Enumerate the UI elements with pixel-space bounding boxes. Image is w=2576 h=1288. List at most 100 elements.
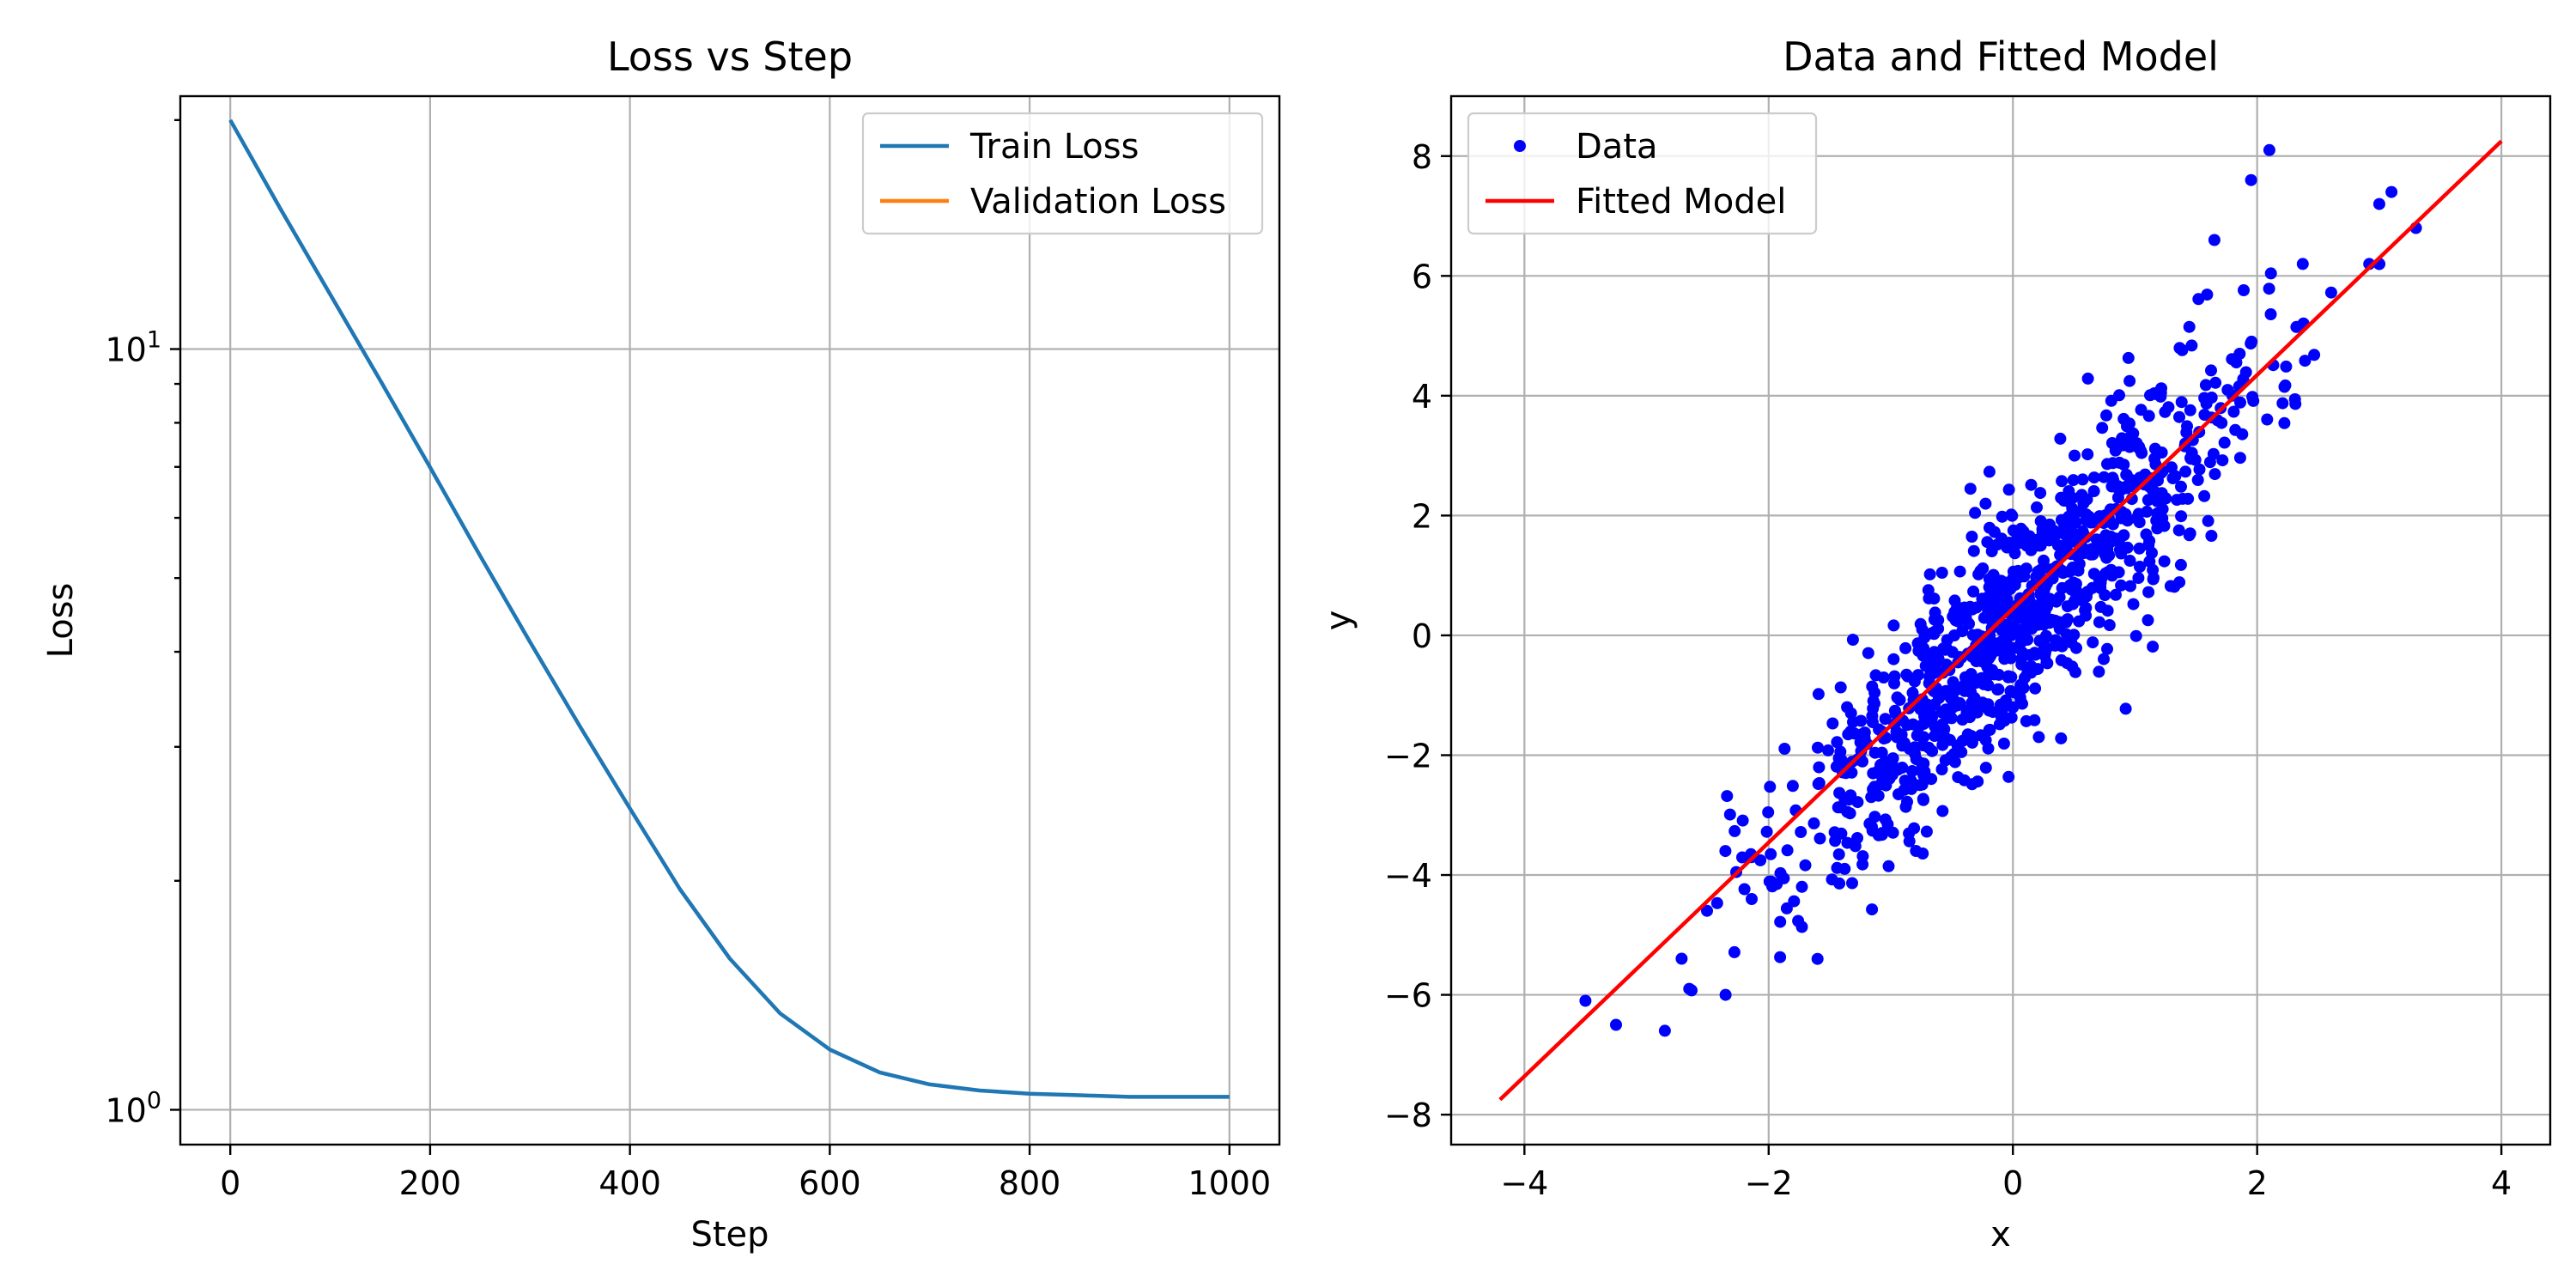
data-point	[2221, 384, 2234, 397]
data-point	[2098, 653, 2110, 665]
data-point	[1899, 641, 1912, 654]
series-line-train-loss	[228, 118, 1230, 1099]
data-point	[1985, 614, 1997, 627]
data-point	[2087, 636, 2099, 649]
legend-label-validation-loss: Validation Loss	[970, 182, 1226, 222]
data-point	[1812, 778, 1825, 790]
data-point	[1874, 778, 1887, 791]
data-point	[2261, 413, 2274, 426]
data-point	[2031, 533, 2044, 546]
data-point	[2146, 546, 2158, 559]
data-point	[2018, 570, 2031, 583]
data-point	[1610, 1018, 1622, 1031]
data-point	[1996, 639, 2008, 652]
fit-chart-lines	[1498, 139, 2503, 1102]
fit-chart-y-axis-label: y	[1319, 611, 1358, 631]
loss-chart-ticks: 0 200 400 600 800 1000 100 101	[105, 118, 1271, 1202]
data-point	[2020, 539, 2033, 552]
data-point	[1781, 844, 1794, 857]
data-point	[1965, 736, 1978, 749]
data-point	[1866, 903, 1879, 916]
data-point	[1956, 714, 1969, 726]
data-point	[2005, 508, 2018, 521]
data-point	[2034, 487, 2047, 500]
legend-label-fitted-model: Fitted Model	[1576, 182, 1786, 222]
data-point	[2111, 480, 2124, 493]
data-point	[1760, 825, 1773, 838]
data-point	[1911, 669, 1924, 682]
data-point	[2308, 349, 2321, 361]
data-point	[1855, 714, 1868, 727]
data-point	[1886, 826, 1899, 839]
data-point	[2143, 535, 2156, 547]
x-tick-label: −2	[1745, 1164, 1793, 1202]
data-point	[1965, 778, 1978, 791]
data-point	[1972, 699, 1985, 712]
data-point	[2026, 606, 2039, 619]
data-point	[2142, 586, 2155, 598]
data-point	[2372, 197, 2385, 210]
data-point	[1795, 880, 1808, 893]
data-point	[2073, 557, 2086, 570]
data-point	[1887, 619, 1900, 632]
data-point	[2198, 489, 2211, 502]
data-point	[2216, 454, 2229, 467]
data-point	[2191, 474, 2204, 486]
data-point	[1848, 727, 1861, 740]
data-point	[1858, 732, 1871, 744]
data-point	[2209, 376, 2222, 389]
data-point	[2005, 671, 2018, 683]
data-point	[1879, 713, 1892, 726]
data-point	[2124, 580, 2136, 592]
data-point	[2208, 234, 2221, 246]
data-point	[2142, 410, 2155, 422]
data-point	[1792, 914, 1805, 927]
data-point	[2067, 598, 2079, 611]
x-tick-label: 400	[598, 1164, 661, 1202]
data-point	[2193, 463, 2206, 476]
data-point	[1998, 653, 2011, 665]
data-point	[2245, 173, 2257, 186]
data-point	[1765, 848, 1777, 860]
data-point	[1952, 771, 1965, 784]
data-point	[1844, 807, 1856, 820]
data-point	[2184, 404, 2196, 416]
data-point	[1940, 684, 1953, 697]
data-point	[2050, 634, 2062, 647]
data-point	[1967, 544, 1980, 557]
data-point	[1811, 952, 1824, 965]
data-point	[1675, 952, 1688, 965]
data-point	[1951, 739, 1964, 752]
data-point	[2148, 453, 2161, 465]
data-point	[1736, 851, 1748, 864]
data-point	[2205, 392, 2218, 404]
data-point	[2192, 293, 2205, 306]
data-point	[2129, 629, 2142, 642]
data-point	[2063, 485, 2075, 497]
data-point	[1981, 536, 1994, 549]
data-point	[1979, 762, 1992, 775]
data-point	[1888, 670, 1901, 683]
data-point	[1867, 767, 1880, 780]
data-point	[2081, 372, 2094, 385]
data-point	[2202, 514, 2215, 527]
data-point	[2099, 529, 2112, 542]
data-point	[2166, 472, 2179, 484]
data-point	[1923, 592, 1935, 605]
data-point	[1736, 814, 1749, 827]
data-point	[2055, 653, 2068, 666]
fit-chart: −4 −2 0 2 4 −8 −6 −4 −2 0 2 4 6 8 Data and Fitted Mod…	[1319, 33, 2552, 1255]
data-point	[2122, 351, 2135, 364]
data-point	[1996, 510, 2008, 523]
data-point	[1826, 873, 1838, 886]
data-point	[1900, 668, 1913, 681]
data-point	[2008, 579, 2021, 592]
data-point	[1928, 613, 1941, 626]
data-point	[2234, 396, 2246, 409]
data-point	[2066, 660, 2079, 673]
data-point	[1844, 789, 1857, 802]
data-point	[2176, 343, 2189, 356]
data-point	[1986, 664, 1998, 677]
data-point	[2119, 702, 2132, 715]
